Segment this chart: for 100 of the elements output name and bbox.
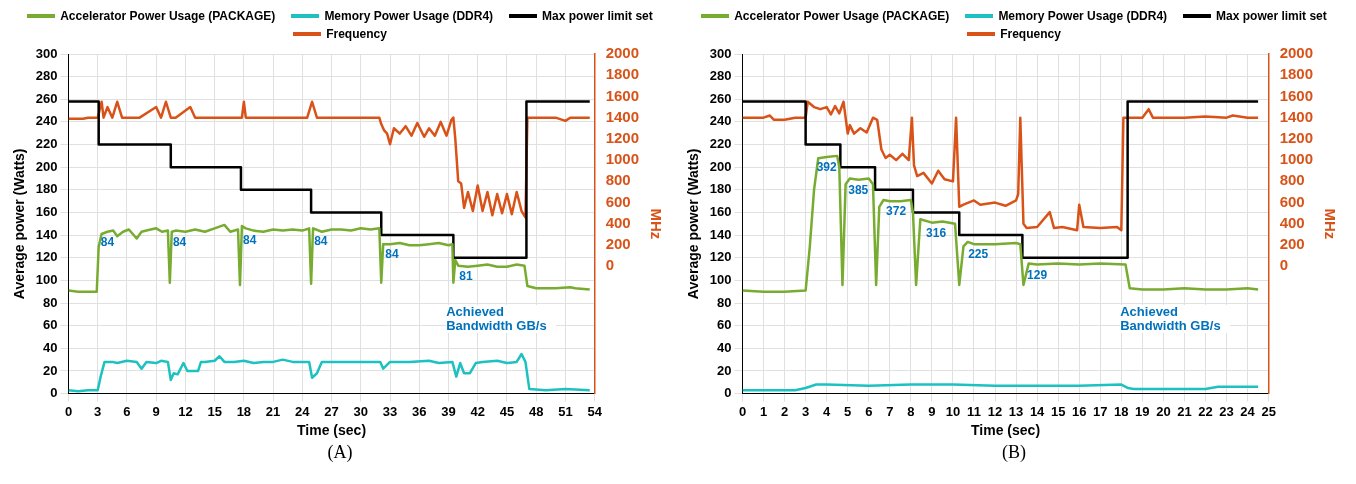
x-tick-label: 6: [123, 403, 131, 419]
y-tick-label: 120: [35, 249, 58, 265]
x-tick-label: 51: [558, 403, 573, 419]
x-tick-label: 27: [324, 403, 339, 419]
x-tick-label: 18: [236, 403, 252, 419]
y2-tick-label: 1800: [605, 65, 640, 83]
y-tick-label: 220: [35, 136, 58, 152]
y-tick-label: 80: [717, 294, 732, 310]
legend-label: Memory Power Usage (DDR4): [998, 9, 1168, 23]
annotation: 129: [1027, 267, 1048, 282]
legend-label: Frequency: [326, 27, 387, 41]
x-tick-label: 23: [1219, 403, 1234, 419]
x-tick-label: 33: [382, 403, 398, 419]
y2-tick-label: 800: [1279, 171, 1305, 189]
x-tick-label: 42: [470, 403, 485, 419]
y-tick-label: 300: [35, 45, 58, 61]
annotation: Achieved Bandwidth GB/s: [446, 303, 557, 333]
y2-tick-label: 2000: [605, 44, 640, 62]
annotation: 225: [968, 247, 989, 262]
y2-tick-label: 200: [605, 235, 631, 253]
x-tick-label: 14: [1029, 403, 1046, 419]
x-tick-label: 21: [265, 403, 281, 419]
y-tick-label: 300: [709, 45, 732, 61]
x-tick-label: 54: [587, 403, 603, 419]
y2-axis-title: MHz: [647, 208, 665, 240]
x-tick-label: 17: [1093, 403, 1108, 419]
x-tick-label: 22: [1198, 403, 1213, 419]
y2-tick-label: 1600: [605, 86, 640, 104]
legend-label: Accelerator Power Usage (PACKAGE): [734, 9, 950, 23]
x-tick-label: 18: [1114, 403, 1129, 419]
x-tick-label: 11: [967, 403, 981, 419]
text: (A): [326, 442, 354, 463]
x-tick-label: 24: [295, 403, 311, 419]
x-tick-label: 9: [152, 403, 160, 419]
y-axis-title: Average power (Watts): [11, 148, 28, 300]
y2-tick-label: 400: [1279, 213, 1305, 231]
y2-tick-label: 400: [605, 213, 631, 231]
legend-label: Frequency: [1000, 27, 1061, 41]
y-tick-label: 80: [43, 294, 58, 310]
x-tick-label: 25: [1261, 403, 1276, 419]
y-tick-label: 60: [717, 317, 732, 333]
x-tick-label: 3: [94, 403, 102, 419]
y2-tick-label: 1400: [605, 107, 640, 125]
y2-tick-label: 600: [1279, 192, 1305, 210]
y-axis-title: Average power (Watts): [685, 148, 702, 300]
y2-tick-label: 1000: [1279, 150, 1314, 168]
y-tick-label: 0: [50, 385, 58, 401]
y-tick-label: 220: [709, 136, 732, 152]
y-tick-label: 140: [35, 226, 58, 242]
y-tick-label: 100: [709, 271, 732, 287]
x-tick-label: 39: [441, 403, 456, 419]
y-tick-label: 140: [709, 226, 732, 242]
x-tick-label: 30: [353, 403, 369, 419]
x-tick-label: 0: [64, 403, 73, 419]
y2-axis-title: MHz: [1321, 208, 1339, 240]
x-tick-label: 48: [528, 403, 544, 419]
x-tick-label: 24: [1240, 403, 1256, 419]
y2-tick-label: 800: [605, 171, 631, 189]
y-tick-label: 120: [709, 249, 732, 265]
x-axis-title: Time (sec): [297, 422, 367, 439]
y2-tick-label: 1600: [1279, 86, 1314, 104]
y2-tick-label: 1200: [1279, 129, 1314, 147]
y-tick-label: 0: [724, 385, 732, 401]
y2-tick-label: 2000: [1279, 44, 1314, 62]
x-tick-label: 36: [412, 403, 427, 419]
y2-tick-label: 0: [1279, 256, 1288, 274]
x-tick-label: 8: [907, 403, 915, 419]
y2-tick-label: 1800: [1279, 65, 1314, 83]
y-tick-label: 100: [35, 271, 58, 287]
x-tick-label: 19: [1135, 403, 1150, 419]
annotation: 84: [243, 232, 257, 247]
y2-tick-label: 200: [1279, 235, 1305, 253]
y-tick-label: 180: [35, 181, 58, 197]
x-tick-label: 20: [1156, 403, 1171, 419]
x-tick-label: 0: [738, 403, 747, 419]
y-tick-label: 260: [709, 90, 732, 106]
y-tick-label: 280: [709, 68, 732, 84]
x-tick-label: 7: [886, 403, 894, 419]
x-tick-label: 12: [987, 403, 1003, 419]
annotation: 84: [100, 235, 115, 250]
annotation: 84: [314, 233, 328, 248]
x-tick-label: 15: [207, 403, 222, 419]
annotation: 81: [459, 269, 474, 283]
legend-label: Max power limit set: [1216, 9, 1327, 23]
y2-tick-label: 1000: [605, 150, 640, 168]
y-tick-label: 20: [717, 362, 732, 378]
annotation: 385: [848, 182, 869, 197]
legend-label: Accelerator Power Usage (PACKAGE): [60, 9, 276, 23]
y2-tick-label: 0: [605, 256, 614, 274]
y-tick-label: 40: [717, 339, 732, 355]
x-tick-label: 13: [1008, 403, 1024, 419]
y2-tick-label: 1200: [605, 129, 640, 147]
y-tick-label: 240: [35, 113, 58, 129]
y-tick-label: 240: [709, 113, 732, 129]
y2-tick-label: 600: [605, 192, 631, 210]
y-tick-label: 60: [43, 317, 58, 333]
x-axis-title: Time (sec): [971, 422, 1041, 439]
x-tick-label: 4: [823, 403, 832, 419]
x-tick-label: 9: [928, 403, 936, 419]
x-tick-label: 16: [1071, 403, 1087, 419]
